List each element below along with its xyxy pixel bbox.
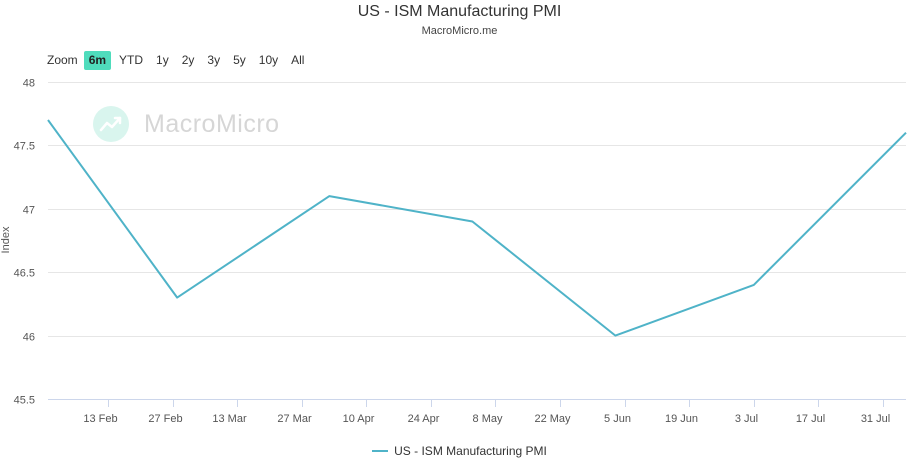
x-tick-label: 13 Feb [83,413,117,425]
x-tick-label: 3 Jul [735,413,758,425]
series-line[interactable] [47,119,907,337]
zoom-button-10y[interactable]: 10y [258,52,279,67]
x-tick-label: 17 Jul [796,413,825,425]
watermark-text: MacroMicro [144,109,280,138]
data-point[interactable] [326,193,332,199]
legend-label[interactable]: US - ISM Manufacturing PMI [394,444,547,458]
data-point[interactable] [45,117,51,123]
x-tick-label: 27 Mar [277,413,312,425]
zoom-button-5y[interactable]: 5y [233,52,246,67]
x-tick-label: 19 Jun [665,413,698,425]
y-tick-label: 47.5 [14,141,35,153]
x-tick-label: 8 May [473,413,503,425]
zoom-button-6m[interactable]: 6m [83,50,112,70]
axis-layer: 45.5 46 46.5 47 47.5 48 13 Feb 27 Feb 13 Mar 27 M… [14,78,906,425]
watermark: MacroMicro [93,106,280,142]
data-point[interactable] [903,130,909,136]
data-point[interactable] [469,219,475,225]
zoom-label: Zoom [47,53,78,67]
zoom-button-2y[interactable]: 2y [181,52,195,67]
zoom-bar: Zoom 6m YTD 1y 2y 3y 5y 10y All [47,50,312,70]
y-tick-label: 48 [23,78,35,90]
y-tick-label: 45.5 [14,395,35,407]
data-point[interactable] [612,333,618,339]
y-tick-label: 46.5 [14,268,35,280]
zoom-button-3y[interactable]: 3y [207,52,221,67]
x-tick-label: 5 Jun [604,413,631,425]
y-tick-label: 46 [23,332,35,344]
series-layer [45,117,909,339]
data-point[interactable] [174,295,180,301]
x-tick-label: 10 Apr [343,413,375,425]
x-tick-label: 24 Apr [408,413,440,425]
x-tick-label: 31 Jul [861,413,890,425]
zoom-button-ytd[interactable]: YTD [119,52,144,67]
y-tick-label: 47 [23,205,35,217]
grid-layer [48,82,906,400]
chart-subtitle: MacroMicro.me [421,25,498,37]
legend[interactable]: US - ISM Manufacturing PMI [0,444,919,458]
zoom-button-1y[interactable]: 1y [156,52,169,67]
data-point[interactable] [751,282,757,288]
y-axis-label: Index [0,226,12,253]
chart-title: US - ISM Manufacturing PMI [357,3,562,20]
x-tick-label: 27 Feb [148,413,182,425]
x-tick-label: 22 May [534,413,571,425]
legend-swatch [372,450,389,452]
x-tick-label: 13 Mar [212,413,247,425]
zoom-button-all[interactable]: All [291,52,305,67]
watermark-logo-icon [93,106,129,142]
